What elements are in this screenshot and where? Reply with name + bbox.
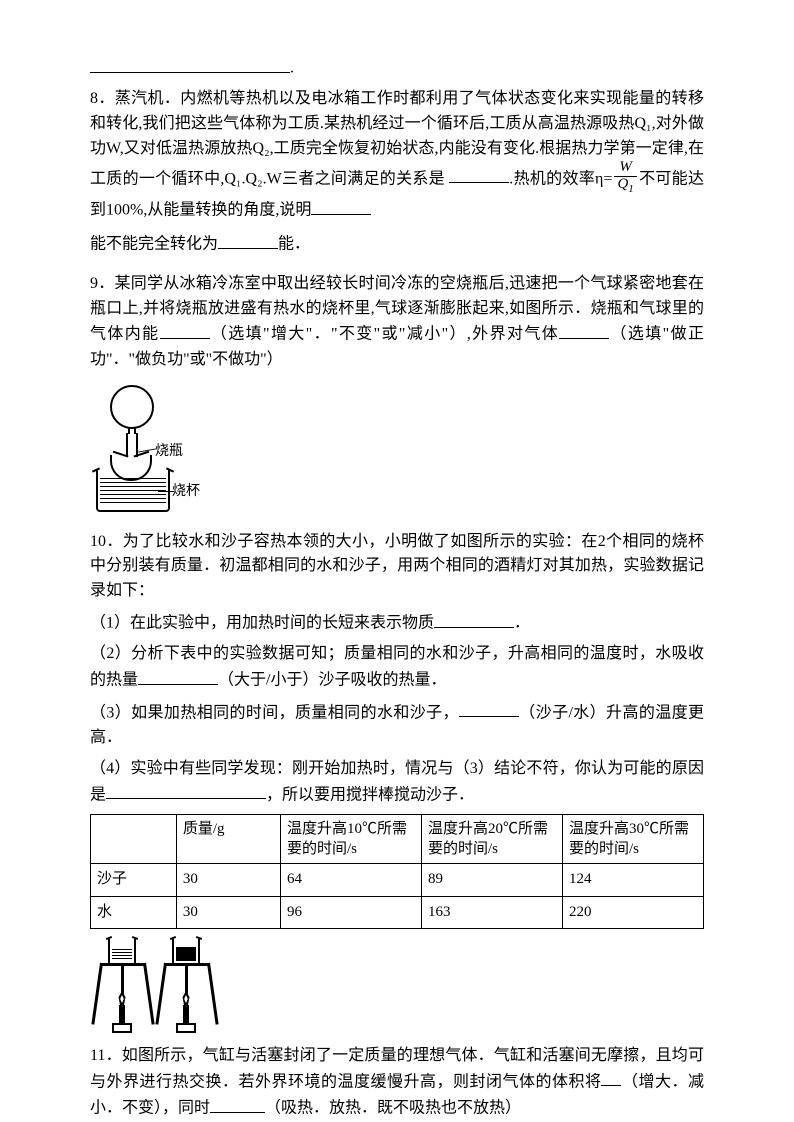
q11-num: 11 — [90, 1047, 105, 1064]
water-lines — [100, 478, 166, 508]
q9-hint1: （选填"增大"．"不变"或"减小"）,外界对气体 — [210, 326, 560, 343]
td: 30 — [176, 864, 280, 896]
beaker-small-icon — [108, 939, 136, 965]
q10-diagram — [90, 933, 230, 1038]
q8-text-b: .热机的效率η= — [509, 170, 612, 187]
q9-blank-2[interactable] — [559, 321, 609, 339]
q8-num: 8 — [90, 90, 98, 107]
label-beaker: 烧杯 — [172, 481, 200, 503]
q8-blank-3[interactable] — [218, 231, 278, 249]
td: 220 — [562, 896, 703, 928]
q7-period: . — [290, 60, 294, 77]
flame-icon — [117, 991, 127, 1005]
td: 64 — [281, 864, 422, 896]
q11: 11．如图所示，气缸与活塞封闭了一定质量的理想气体．气缸和活塞间无摩擦，且均可与… — [90, 1044, 704, 1122]
tripod-leg — [91, 963, 103, 1025]
q10-p4: （4）实验中有些同学发现：刚开始加热时，情况与（3）结论不符，你认为可能的原因是… — [90, 757, 704, 808]
q10-blank-4[interactable] — [106, 782, 266, 800]
td: 96 — [281, 896, 422, 928]
q8-fraction: WQ1 — [614, 160, 636, 195]
td: 水 — [91, 896, 177, 928]
table-header-row: 质量/g 温度升高10℃所需要的时间/s 温度升高20℃所需要的时间/s 温度升… — [91, 814, 704, 864]
table-row: 水 30 96 163 220 — [91, 896, 704, 928]
q8-text-d: 能不能完全转化为 — [90, 236, 218, 253]
th-2: 温度升高10℃所需要的时间/s — [281, 814, 422, 864]
burner-base — [176, 1023, 196, 1033]
water-fill — [112, 949, 132, 961]
q10-p4-end: ，所以要用搅拌棒搅动沙子． — [266, 786, 474, 803]
beaker-small-icon — [172, 939, 200, 965]
q10-intro: 10．为了比较水和沙子容热本领的大小，小明做了如图所示的实验：在2个相同的烧杯中… — [90, 530, 704, 604]
q9-diagram: 烧瓶 烧杯 — [90, 385, 210, 520]
q10-p3: （3）如果加热相同的时间，质量相同的水和沙子，（沙子/水）升高的温度更高． — [90, 700, 704, 751]
burner-base — [112, 1023, 132, 1033]
q9: 9．某同学从冰箱冷冻室中取出经较长时间冷冻的空烧瓶后,迅速把一个气球紧密地套在瓶… — [90, 272, 704, 373]
burner-neck — [183, 1005, 189, 1023]
balloon-icon — [110, 385, 154, 429]
tripod-leg — [207, 963, 219, 1025]
td: 124 — [562, 864, 703, 896]
q8-blank-1[interactable] — [449, 166, 509, 184]
th-1: 质量/g — [176, 814, 280, 864]
q8-blank-2[interactable] — [311, 197, 371, 215]
flask-neck — [126, 433, 138, 457]
td: 沙子 — [91, 864, 177, 896]
frac-num: W — [614, 160, 636, 177]
td: 89 — [422, 864, 563, 896]
tripod-leg — [143, 963, 155, 1025]
flame-icon — [181, 991, 191, 1005]
q10-p1-end: ． — [514, 615, 530, 632]
td: 163 — [422, 896, 563, 928]
label-flask: 烧瓶 — [155, 441, 183, 463]
q10-intro-text: ．为了比较水和沙子容热本领的大小，小明做了如图所示的实验：在2个相同的烧杯中分别… — [90, 533, 704, 600]
sand-fill — [176, 947, 196, 961]
q10-p1: （1）在此实验中，用加热时间的长短来表示物质 ． — [90, 610, 704, 636]
q7-blank[interactable] — [90, 55, 290, 73]
q11-blank-1[interactable] — [601, 1069, 621, 1087]
td: 30 — [176, 896, 280, 928]
q8: 8．蒸汽机．内燃机等热机以及电冰箱工作时都利用了气体状态变化来实现能量的转移和转… — [90, 87, 704, 223]
q10-p2-hint: （大于/小于）沙子吸收的热量． — [218, 672, 446, 689]
q10-p3-text: （3）如果加热相同的时间，质量相同的水和沙子， — [90, 704, 459, 721]
q9-blank-1[interactable] — [160, 321, 210, 339]
q10-blank-1[interactable] — [434, 610, 514, 628]
stand-sand — [158, 933, 216, 1033]
q11-blank-2[interactable] — [210, 1095, 265, 1113]
q8-text-e: 能． — [278, 236, 310, 253]
stand-water — [94, 933, 152, 1033]
tripod-leg — [155, 963, 167, 1025]
q10-blank-2[interactable] — [138, 667, 218, 685]
q11-hint2: （吸热．放热．既不吸热也不放热） — [265, 1100, 521, 1117]
th-0 — [91, 814, 177, 864]
q10-table: 质量/g 温度升高10℃所需要的时间/s 温度升高20℃所需要的时间/s 温度升… — [90, 814, 704, 929]
q10-num: 10 — [90, 533, 106, 550]
q10-p1-text: （1）在此实验中，用加热时间的长短来表示物质 — [90, 615, 434, 632]
q8-line2: 能不能完全转化为 能． — [90, 231, 704, 257]
th-3: 温度升高20℃所需要的时间/s — [422, 814, 563, 864]
frac-den: Q1 — [614, 177, 636, 196]
table-row: 沙子 30 64 89 124 — [91, 864, 704, 896]
q7-tail: . — [90, 55, 704, 81]
q10-blank-3[interactable] — [459, 700, 519, 718]
th-4: 温度升高30℃所需要的时间/s — [562, 814, 703, 864]
burner-neck — [119, 1005, 125, 1023]
q10-p2: （2）分析下表中的实验数据可知；质量相同的水和沙子，升高相同的温度时，水吸收的热… — [90, 642, 704, 693]
q9-num: 9 — [90, 275, 98, 292]
